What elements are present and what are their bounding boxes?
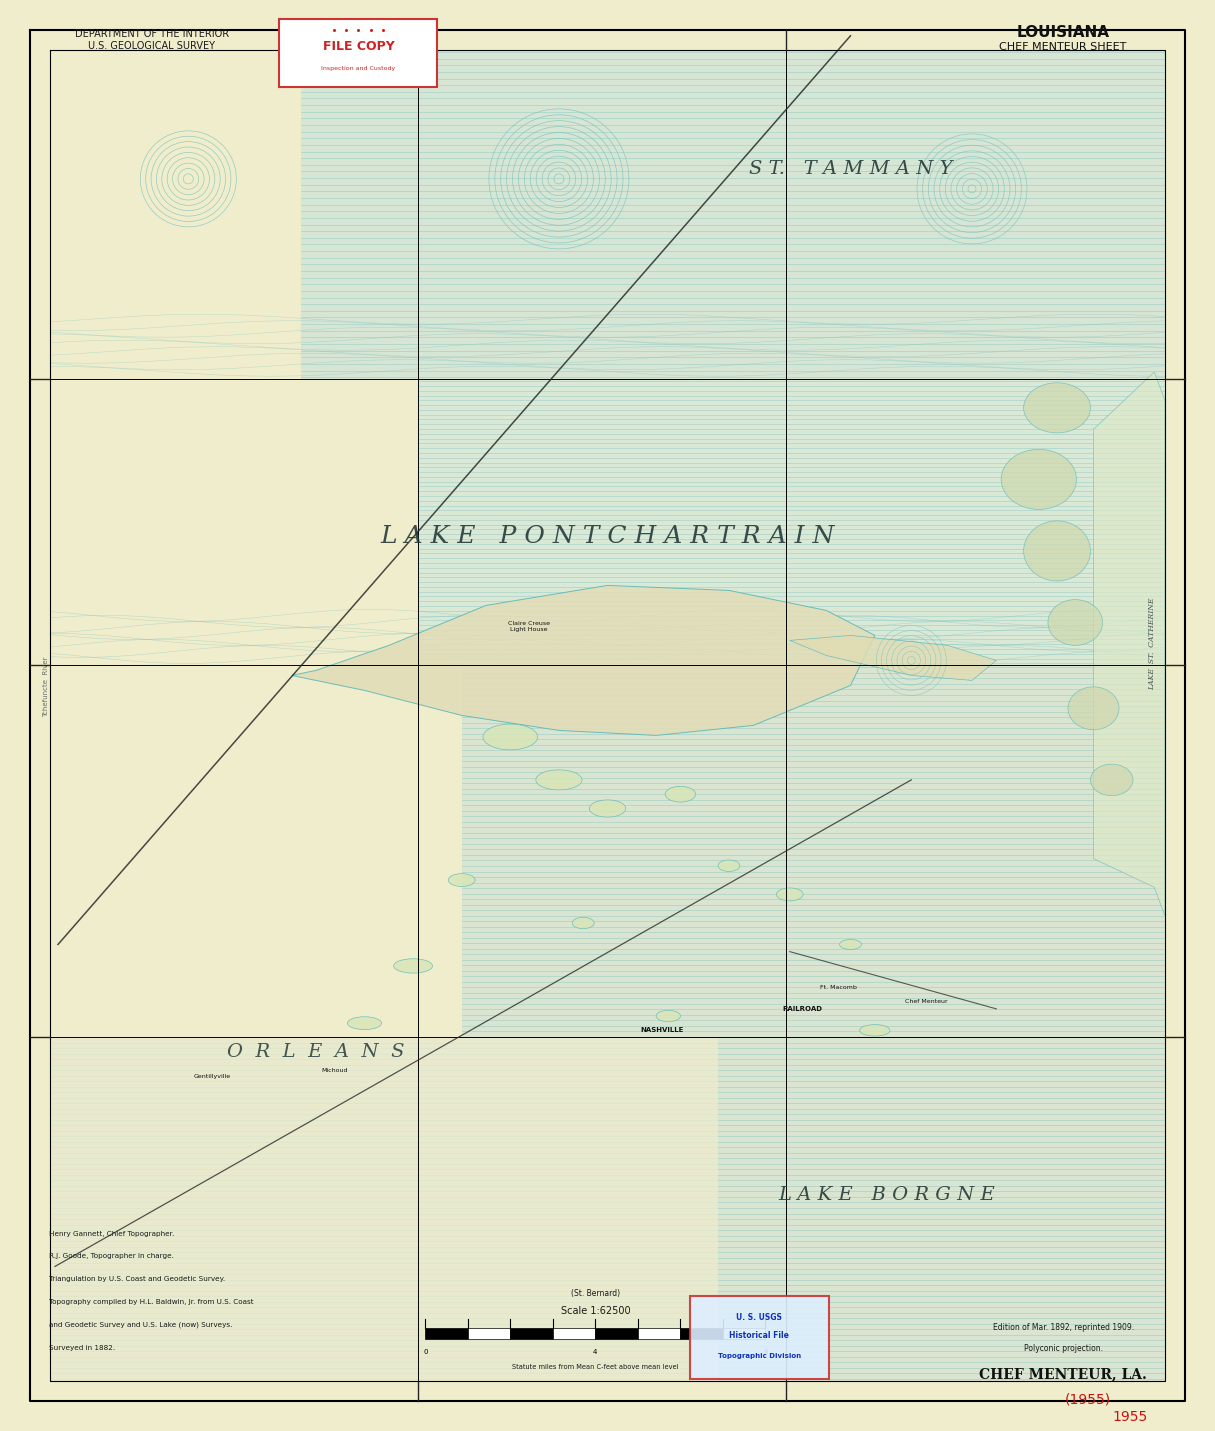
- Bar: [425, 1328, 468, 1339]
- Text: FILE COPY: FILE COPY: [322, 40, 395, 53]
- Text: RAILROAD: RAILROAD: [782, 1006, 821, 1012]
- Text: Tchefuncte  River: Tchefuncte River: [44, 657, 49, 717]
- Text: Scale 1:62500: Scale 1:62500: [560, 1307, 631, 1315]
- Text: Polyconic projection.: Polyconic projection.: [1023, 1344, 1103, 1352]
- Bar: [50, 665, 462, 1037]
- Ellipse shape: [572, 917, 594, 929]
- Text: Edition of Mar. 1892, reprinted 1909.: Edition of Mar. 1892, reprinted 1909.: [993, 1324, 1134, 1332]
- Bar: [638, 1328, 680, 1339]
- Bar: [418, 379, 1165, 665]
- Text: U.S. GEOLOGICAL SURVEY: U.S. GEOLOGICAL SURVEY: [89, 41, 215, 50]
- Text: 1955: 1955: [1112, 1410, 1148, 1424]
- Text: Michoud: Michoud: [321, 1068, 347, 1073]
- Text: U. S. USGS: U. S. USGS: [736, 1312, 782, 1322]
- Text: LOUISIANA: LOUISIANA: [1017, 26, 1109, 40]
- Polygon shape: [292, 585, 875, 736]
- Text: Chef Menteur: Chef Menteur: [905, 999, 948, 1005]
- Ellipse shape: [448, 873, 475, 887]
- Text: DEPARTMENT OF THE INTERIOR: DEPARTMENT OF THE INTERIOR: [75, 30, 228, 39]
- Text: Gentillyville: Gentillyville: [194, 1073, 231, 1079]
- Ellipse shape: [536, 770, 582, 790]
- Text: Surveyed in 1882.: Surveyed in 1882.: [49, 1345, 114, 1351]
- Text: NASHVILLE: NASHVILLE: [640, 1027, 684, 1033]
- Text: Triangulation by U.S. Coast and Geodetic Survey.: Triangulation by U.S. Coast and Geodetic…: [49, 1276, 225, 1282]
- Bar: [723, 1328, 765, 1339]
- FancyBboxPatch shape: [279, 19, 437, 87]
- Text: 0: 0: [423, 1349, 428, 1355]
- Bar: [595, 1328, 638, 1339]
- Bar: [553, 1328, 595, 1339]
- Bar: [510, 1328, 553, 1339]
- Text: Henry Gannett, Chief Topographer.: Henry Gannett, Chief Topographer.: [49, 1231, 174, 1236]
- Text: L A K E   B O R G N E: L A K E B O R G N E: [779, 1186, 995, 1203]
- Text: O  R  L  E  A  N  S: O R L E A N S: [227, 1043, 405, 1060]
- Text: 4: 4: [593, 1349, 598, 1355]
- Polygon shape: [1094, 372, 1165, 916]
- Polygon shape: [790, 635, 996, 680]
- Ellipse shape: [1001, 449, 1076, 509]
- Bar: [50, 50, 301, 379]
- Ellipse shape: [656, 1010, 680, 1022]
- Text: CHEF MENTEUR SHEET: CHEF MENTEUR SHEET: [1000, 43, 1126, 52]
- Ellipse shape: [347, 1016, 382, 1030]
- Ellipse shape: [776, 887, 803, 902]
- Ellipse shape: [589, 800, 626, 817]
- Ellipse shape: [1091, 764, 1134, 796]
- Text: Topographic Division: Topographic Division: [718, 1354, 801, 1359]
- Text: 8: 8: [763, 1349, 768, 1355]
- Text: (1955): (1955): [1064, 1392, 1111, 1407]
- Text: Ft. Macomb: Ft. Macomb: [820, 985, 857, 990]
- Ellipse shape: [859, 1025, 889, 1036]
- Text: CHEF MENTEUR, LA.: CHEF MENTEUR, LA.: [979, 1367, 1147, 1381]
- Bar: [50, 379, 418, 665]
- Text: Topography compiled by H.L. Baldwin, Jr. from U.S. Coast: Topography compiled by H.L. Baldwin, Jr.…: [49, 1299, 253, 1305]
- Text: Claire Creuse
Light House: Claire Creuse Light House: [508, 621, 549, 633]
- Text: Historical File: Historical File: [729, 1331, 790, 1339]
- Ellipse shape: [1047, 600, 1103, 645]
- Text: R.J. Goode, Topographer in charge.: R.J. Goode, Topographer in charge.: [49, 1254, 174, 1259]
- Ellipse shape: [1068, 687, 1119, 730]
- Text: L A K E   P O N T C H A R T R A I N: L A K E P O N T C H A R T R A I N: [380, 525, 835, 548]
- Text: S T.   T A M M A N Y: S T. T A M M A N Y: [748, 160, 953, 177]
- Bar: [50, 665, 1165, 1381]
- Ellipse shape: [840, 939, 861, 950]
- Ellipse shape: [666, 787, 695, 801]
- Text: and Geodetic Survey and U.S. Lake (now) Surveys.: and Geodetic Survey and U.S. Lake (now) …: [49, 1322, 232, 1328]
- Text: (St. Bernard): (St. Bernard): [571, 1289, 620, 1298]
- Bar: [50, 50, 1165, 379]
- FancyBboxPatch shape: [690, 1296, 829, 1379]
- Text: Statute miles from Mean C-feet above mean level: Statute miles from Mean C-feet above mea…: [512, 1365, 679, 1371]
- Text: LAKE  ST.  CATHERINE: LAKE ST. CATHERINE: [1148, 598, 1155, 690]
- Ellipse shape: [394, 959, 433, 973]
- Ellipse shape: [718, 860, 740, 871]
- Text: Inspection and Custody: Inspection and Custody: [321, 66, 396, 70]
- Bar: [50, 1037, 718, 1381]
- Ellipse shape: [1023, 521, 1090, 581]
- Bar: [468, 1328, 510, 1339]
- Ellipse shape: [1023, 384, 1090, 434]
- Bar: [680, 1328, 723, 1339]
- Ellipse shape: [482, 724, 537, 750]
